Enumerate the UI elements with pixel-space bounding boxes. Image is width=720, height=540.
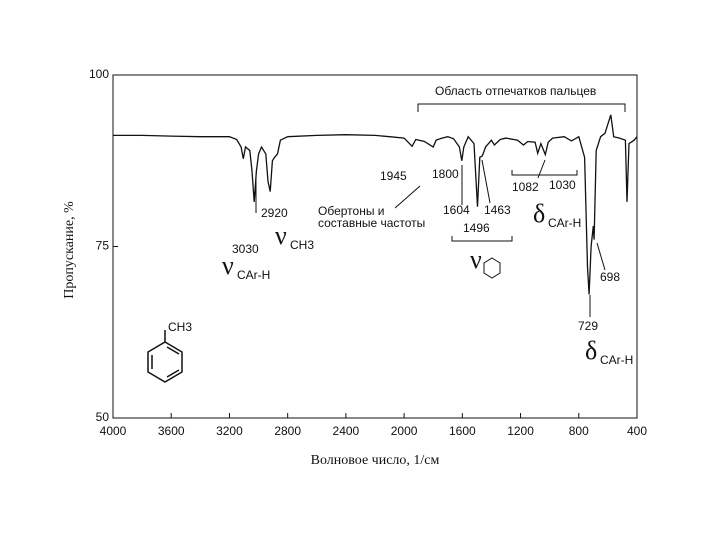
band-subscript: CH3 <box>290 238 314 252</box>
annotation: 1463 <box>484 203 511 217</box>
annotation: 1082 <box>512 180 539 194</box>
annotation: 1496 <box>463 221 490 235</box>
band-subscript: CAr-H <box>237 268 270 282</box>
band-label: ν <box>470 245 482 274</box>
bracket <box>451 236 513 242</box>
annotation: Обертоны и <box>318 204 384 218</box>
band-symbol: ν <box>470 245 482 274</box>
bracket <box>511 170 578 176</box>
y-tick-label: 100 <box>89 67 109 81</box>
band-symbol: δ <box>585 336 597 365</box>
plot-frame <box>112 74 638 419</box>
annotation: 3030 <box>232 242 259 256</box>
x-axis-label: Волновое число, 1/см <box>311 453 440 468</box>
annotation: составные частоты <box>318 216 425 230</box>
structure-label: CH3 <box>168 320 192 334</box>
x-tick-label: 400 <box>627 424 647 438</box>
x-tick-label: 2400 <box>333 424 360 438</box>
arrows <box>255 159 606 317</box>
band-subscript: CAr-H <box>548 216 581 230</box>
x-tick-label: 4000 <box>100 424 127 438</box>
annotation: 1030 <box>549 178 576 192</box>
annotation: 1945 <box>380 169 407 183</box>
band-symbol: δ <box>533 199 545 228</box>
annotation: 729 <box>578 319 598 333</box>
bracket <box>417 103 626 112</box>
annotation: 1800 <box>432 167 459 181</box>
band-subscript: CAr-H <box>600 353 633 367</box>
band-label: δ CAr-H <box>585 336 633 367</box>
annotation: 698 <box>600 270 620 284</box>
x-tick-label: 800 <box>569 424 589 438</box>
x-tick-label: 2800 <box>274 424 301 438</box>
band-label: ν CAr-H <box>222 251 270 282</box>
annotation: 2920 <box>261 206 288 220</box>
x-tick-label: 2000 <box>391 424 418 438</box>
x-tick-label: 3600 <box>158 424 185 438</box>
x-tick-label: 3200 <box>216 424 243 438</box>
y-tick-label: 50 <box>96 410 110 424</box>
x-tick-label: 1600 <box>449 424 476 438</box>
ring-icon <box>483 257 501 279</box>
annotation: 1604 <box>443 203 470 217</box>
y-axis-label: Пропускание, % <box>62 201 77 299</box>
band-symbol: ν <box>222 251 234 280</box>
x-tick-label: 1200 <box>507 424 534 438</box>
toluene-structure <box>147 330 183 383</box>
annotation: Область отпечатков пальцев <box>435 84 596 98</box>
band-label: ν CH3 <box>275 221 314 252</box>
band-symbol: ν <box>275 221 287 250</box>
band-label: δ CAr-H <box>533 199 581 230</box>
spectrum-line <box>113 114 638 295</box>
y-tick-label: 75 <box>96 239 110 253</box>
